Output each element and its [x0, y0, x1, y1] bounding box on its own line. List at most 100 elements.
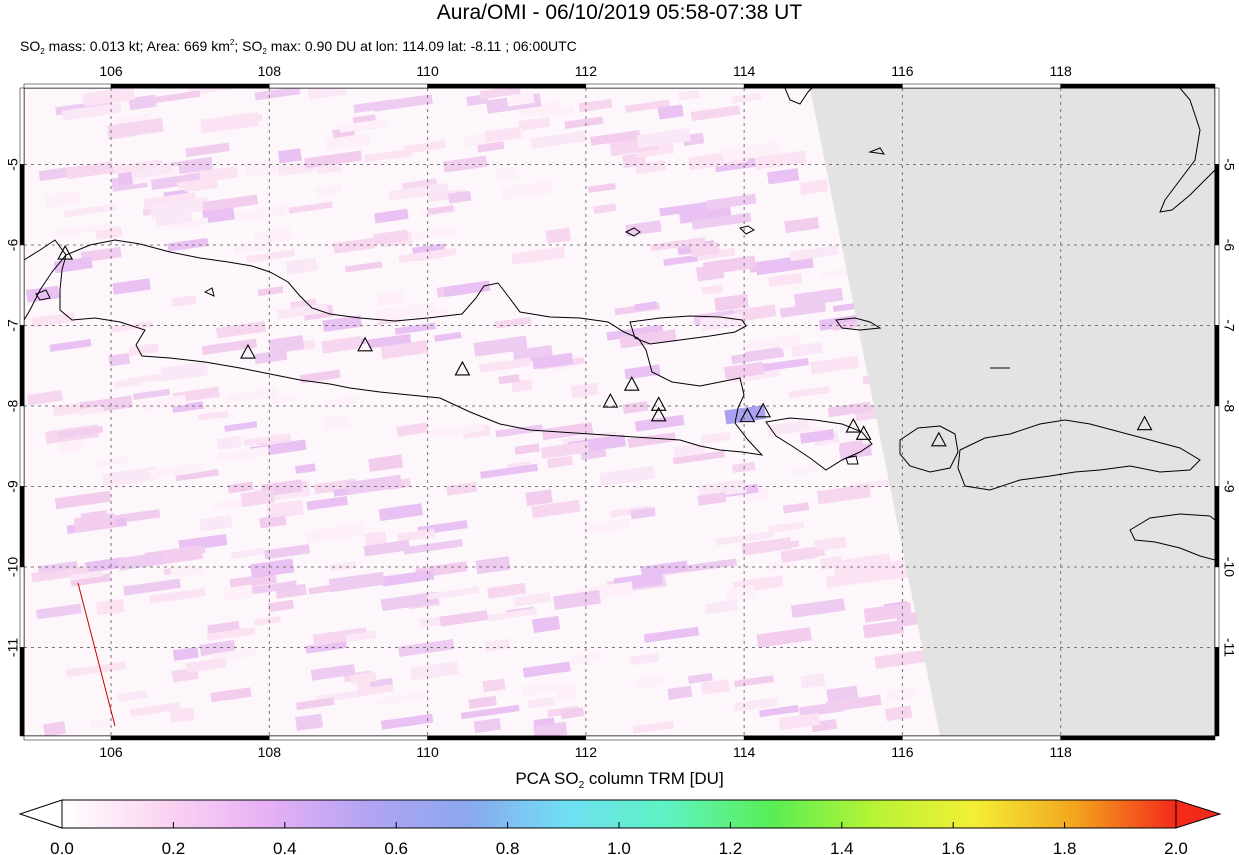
lat-label-left: -5 [5, 158, 21, 171]
colorbar-tick-label: 1.8 [1053, 839, 1077, 855]
so2-pixel [89, 717, 112, 729]
so2-pixel [415, 306, 450, 321]
frame-bar-bottom [23, 735, 112, 741]
so2-pixel [65, 161, 114, 180]
so2-pixel [540, 441, 590, 459]
frame-bar-bottom [427, 735, 587, 741]
lombok-coastline [899, 425, 959, 473]
so2-pixel [313, 478, 357, 495]
frame-bar-right [1214, 164, 1220, 246]
so2-pixel [376, 289, 405, 307]
so2-pixel [185, 142, 230, 158]
so2-pixel [791, 464, 818, 476]
so2-pixel [295, 713, 324, 731]
so2-pixel [70, 573, 111, 587]
frame-bar-left [19, 647, 25, 737]
so2-pixel [545, 227, 572, 244]
lat-label-right: -6 [1221, 239, 1237, 252]
so2-pixel [827, 401, 872, 418]
so2-pixel [522, 661, 571, 678]
so2-pixel [513, 592, 552, 607]
so2-pixel [202, 194, 259, 212]
so2-pixel [322, 315, 363, 332]
colorbar-tick-label: 0.4 [273, 839, 297, 855]
so2-pixel [564, 116, 604, 129]
so2-pixel [198, 410, 229, 421]
so2-pixel [264, 544, 311, 560]
lat-label-left: -9 [5, 480, 21, 493]
so2-pixel [479, 88, 521, 100]
frame-bar-top [269, 83, 428, 89]
so2-pixel [84, 557, 124, 573]
so2-pixel [533, 721, 568, 736]
so2-pixel [49, 339, 92, 352]
so2-pixel [782, 502, 810, 514]
so2-pixel [480, 463, 539, 479]
so2-pixel [150, 172, 201, 190]
map-title: Aura/OMI - 06/10/2019 05:58-07:38 UT [436, 1, 803, 24]
frame-bar-left [19, 405, 25, 487]
small-island [868, 147, 886, 155]
so2-pixel [697, 478, 747, 499]
so2-pixel [678, 90, 700, 101]
colorbar-tick-label: 1.2 [719, 839, 743, 855]
so2-pixel [443, 280, 491, 298]
borneo-coastline [784, 88, 813, 105]
volcano-triangle-icon [855, 425, 872, 440]
so2-pixel [495, 424, 543, 438]
lat-label-right: -10 [1221, 557, 1237, 577]
so2-pixel [632, 720, 675, 734]
so2-pixel [697, 492, 727, 506]
nusa-penida-island [845, 455, 859, 465]
so2-pixel [487, 582, 527, 599]
so2-pixel [160, 361, 209, 382]
frame-bar-top [427, 83, 587, 89]
so2-pixel [229, 572, 277, 590]
so2-pixel [696, 247, 736, 261]
lat-label-left: -6 [5, 239, 21, 252]
sumbawa-coastline [957, 419, 1201, 491]
kangean-island [835, 317, 882, 331]
so2-pixel [139, 394, 187, 412]
so2-pixel [485, 607, 538, 622]
so2-pixel [885, 686, 917, 703]
so2-pixel [58, 425, 104, 439]
so2-pixel [185, 657, 227, 673]
so2-pixel [117, 690, 148, 702]
so2-pixel [73, 512, 117, 533]
so2-pixel [254, 88, 301, 101]
lat-label-right: -11 [1221, 638, 1237, 657]
so2-pixel [102, 466, 158, 488]
so2-pixel [329, 561, 357, 572]
so2-pixel [368, 454, 404, 472]
so2-pixel [427, 586, 480, 601]
so2-pixel [65, 661, 126, 678]
volcano-triangle-icon [845, 417, 862, 433]
so2-pixel [276, 303, 329, 320]
so2-pixel [353, 99, 393, 114]
so2-pixel [410, 661, 460, 681]
so2-pixel [63, 203, 117, 218]
so2-pixel [484, 638, 510, 652]
so2-pixel [816, 483, 872, 505]
so2-pixel [690, 105, 741, 122]
so2-pixel [501, 180, 554, 200]
lon-label-bottom: 112 [575, 744, 598, 760]
so2-pixel [324, 396, 358, 408]
so2-pixel [295, 697, 335, 711]
so2-pixel [95, 598, 125, 616]
frame-bar-right [1214, 486, 1220, 568]
volcano-triangle-icon [755, 402, 772, 418]
so2-pixel [398, 247, 457, 263]
so2-pixel [148, 90, 201, 104]
frame-bar-bottom [1060, 735, 1216, 741]
volcano-triangle-icon [240, 343, 256, 359]
so2-pixel [478, 357, 531, 373]
so2-pixel [779, 302, 827, 318]
so2-pixel [810, 355, 860, 375]
colorbar-tick-label: 0.2 [162, 839, 186, 855]
so2-pixel [862, 619, 904, 639]
so2-pixel [307, 88, 348, 100]
map-frame-bars [19, 83, 1220, 741]
